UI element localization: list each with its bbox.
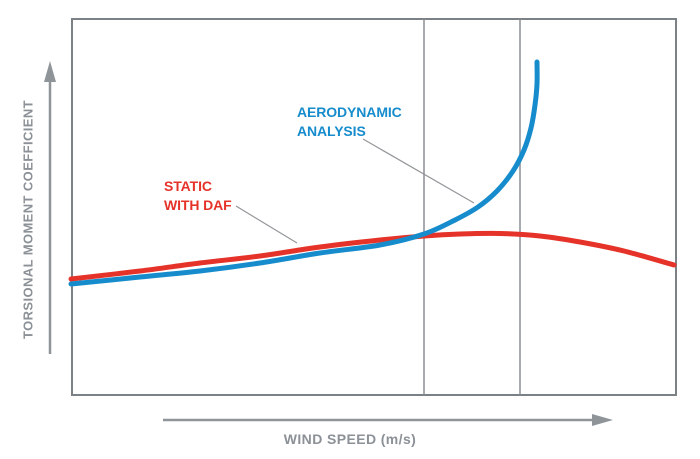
plot-frame (71, 18, 677, 396)
aerodynamic-analysis-curve (68, 59, 540, 287)
aerodynamic-analysis-label-line2: ANALYSIS (297, 123, 366, 139)
aerodynamic-analysis-label-line1: AERODYNAMIC (297, 104, 402, 120)
static-with-daf-label: STATIC WITH DAF (164, 177, 232, 215)
static-with-daf-label-line2: WITH DAF (164, 197, 232, 213)
up-arrowhead-icon (44, 61, 56, 82)
x-axis-label: WIND SPEED (m/s) (283, 431, 417, 447)
aerodynamic-label-leader-line (362, 138, 475, 204)
static-with-daf-label-line1: STATIC (164, 178, 212, 194)
right-arrowhead-icon (592, 414, 613, 426)
static-label-leader-line (235, 205, 298, 244)
y-axis-label: TORSIONAL MOMENT COEFFICIENT (20, 100, 36, 339)
y-axis-arrow (44, 61, 56, 354)
aerodynamic-analysis-label: AERODYNAMIC ANALYSIS (297, 103, 402, 141)
x-axis-arrow (163, 414, 613, 426)
static-with-daf-curve (68, 230, 677, 282)
